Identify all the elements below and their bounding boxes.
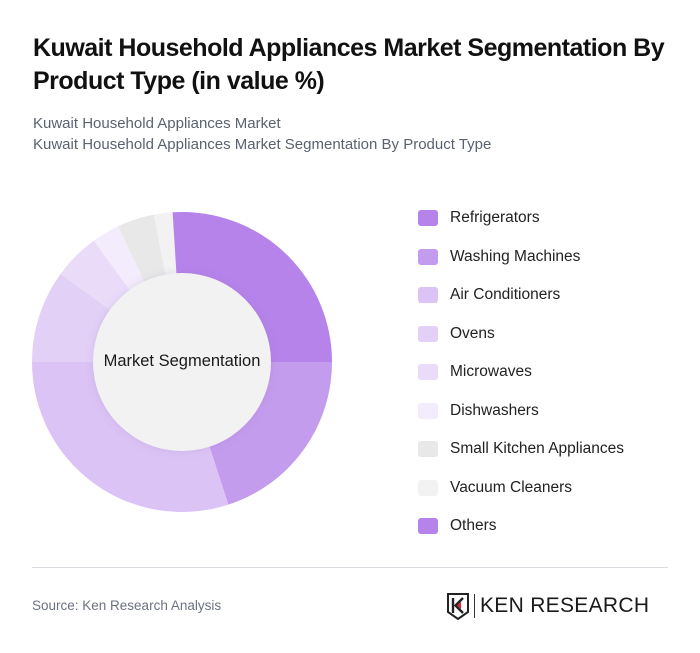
legend-label: Ovens — [450, 324, 495, 342]
donut-slices — [32, 212, 332, 512]
legend-swatch — [418, 479, 438, 496]
subtitle-line-market: Kuwait Household Appliances Market — [33, 115, 281, 132]
legend-label: Others — [450, 517, 497, 535]
donut-slice-dishwashers[interactable] — [93, 226, 148, 298]
legend-swatch — [418, 287, 438, 304]
ken-research-logo: KEN RESEARCH — [447, 592, 649, 620]
donut-slice-others[interactable] — [172, 212, 182, 283]
legend-label: Vacuum Cleaners — [450, 478, 573, 496]
legend-item-small-kitchen-appliances[interactable]: Small Kitchen Appliances — [418, 430, 688, 469]
legend-swatch — [418, 248, 438, 265]
legend-label: Air Conditioners — [450, 286, 561, 304]
legend-swatch — [418, 518, 438, 535]
legend-item-air-conditioners[interactable]: Air Conditioners — [418, 276, 688, 315]
legend-item-ovens[interactable]: Ovens — [418, 315, 688, 354]
donut-slice-washing-machines[interactable] — [206, 362, 332, 505]
donut-slice-vacuum-cleaners[interactable] — [153, 212, 177, 284]
donut-slice-air-conditioners[interactable] — [32, 362, 229, 512]
legend-swatch — [418, 441, 438, 458]
legend-item-microwaves[interactable]: Microwaves — [418, 353, 688, 392]
legend-item-washing-machines[interactable]: Washing Machines — [418, 238, 688, 277]
logo-wordmark: KEN RESEARCH — [480, 594, 650, 617]
donut-chart-svg — [32, 212, 332, 512]
legend-swatch — [418, 402, 438, 419]
legend-label: Washing Machines — [450, 247, 581, 265]
legend-item-others[interactable]: Others — [418, 507, 688, 546]
donut-slice-refrigerators[interactable] — [182, 212, 332, 362]
donut-slice-small-kitchen-appliances[interactable] — [118, 214, 168, 290]
legend-item-dishwashers[interactable]: Dishwashers — [418, 392, 688, 431]
chart-title: Kuwait Household Appliances Market Segme… — [33, 34, 665, 95]
donut-slice-microwaves[interactable] — [60, 240, 135, 315]
donut-center-label: Market Segmentation — [103, 352, 261, 370]
legend-label: Dishwashers — [450, 401, 539, 419]
legend-item-vacuum-cleaners[interactable]: Vacuum Cleaners — [418, 469, 688, 508]
legend-item-refrigerators[interactable]: Refrigerators — [418, 199, 688, 238]
logo-separator — [474, 594, 475, 618]
chart-legend: Refrigerators Washing Machines Air Condi… — [418, 199, 688, 546]
ken-research-shield-icon — [447, 592, 469, 620]
donut-chart: Market Segmentation — [0, 195, 380, 535]
donut-center-circle — [93, 273, 271, 451]
source-note: Source: Ken Research Analysis — [32, 598, 222, 613]
legend-label: Microwaves — [450, 363, 532, 381]
subtitle-line-segmentation: Kuwait Household Appliances Market Segme… — [33, 136, 492, 153]
chart-subtitle: Kuwait Household Appliances Market Kuwai… — [33, 113, 491, 155]
legend-swatch — [418, 210, 438, 227]
legend-label: Refrigerators — [450, 209, 540, 227]
legend-swatch — [418, 325, 438, 342]
legend-swatch — [418, 364, 438, 381]
footer-divider — [32, 567, 668, 568]
legend-label: Small Kitchen Appliances — [450, 440, 625, 458]
